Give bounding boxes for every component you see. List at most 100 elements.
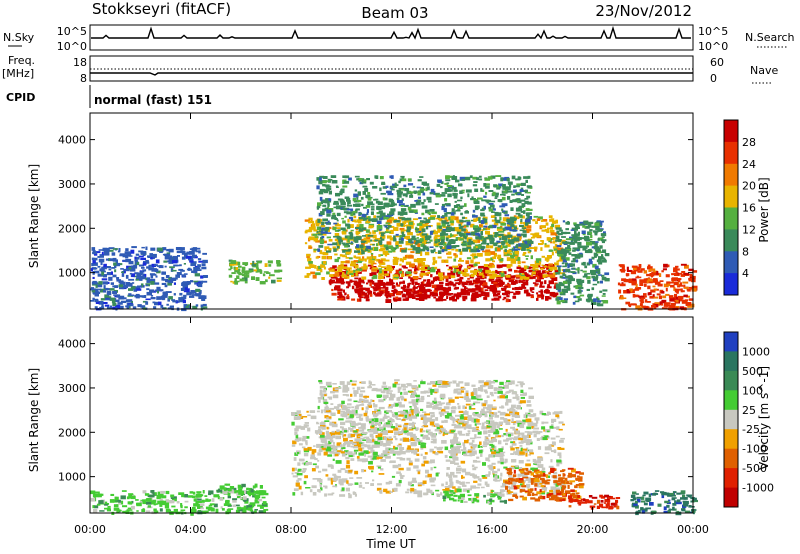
power-cell <box>493 222 499 226</box>
power-cell <box>493 282 498 285</box>
power-cell <box>402 221 407 225</box>
power-cell <box>138 277 143 280</box>
power-cell <box>551 277 558 281</box>
power-cell <box>572 249 576 252</box>
velocity-cell <box>551 490 557 495</box>
power-cell <box>591 246 595 249</box>
velocity-cell <box>442 489 446 491</box>
power-cell <box>304 242 308 245</box>
power-cell <box>536 270 541 273</box>
power-cell <box>482 221 487 223</box>
power-cell <box>316 205 321 209</box>
power-cell <box>347 245 350 248</box>
power-cell <box>466 246 472 249</box>
velocity-cell <box>332 473 337 476</box>
velocity-cell <box>391 420 395 423</box>
velocity-cell <box>386 440 392 444</box>
power-cell <box>430 188 435 193</box>
power-cell <box>502 228 506 232</box>
velocity-cell <box>424 452 428 455</box>
power-cell <box>401 265 407 268</box>
power-cell <box>385 228 389 233</box>
power-cell <box>488 208 494 212</box>
power-cell <box>335 277 339 280</box>
power-cell <box>105 258 109 261</box>
power-cell <box>353 269 357 273</box>
velocity-cell <box>404 398 407 402</box>
power-cell <box>191 270 196 273</box>
power-cell <box>538 216 543 220</box>
power-cell <box>510 242 514 245</box>
velocity-cell <box>297 468 302 472</box>
power-cell <box>498 278 501 283</box>
power-cell <box>487 267 490 271</box>
power-cell <box>449 296 455 301</box>
velocity-cell <box>475 460 481 463</box>
power-cell <box>346 286 350 289</box>
power-cell <box>337 198 343 201</box>
power-cell <box>162 279 167 281</box>
power-cell <box>592 283 598 286</box>
power-cell <box>688 268 694 272</box>
power-cell <box>408 240 411 243</box>
power-cell <box>506 190 513 193</box>
power-colorbar-tick: 8 <box>742 245 749 258</box>
power-cell <box>466 291 470 296</box>
velocity-cell <box>477 483 482 486</box>
velocity-cell <box>452 438 458 442</box>
power-cell <box>481 291 486 295</box>
power-cell <box>514 279 518 282</box>
power-cell <box>529 287 535 291</box>
power-cell <box>388 245 393 249</box>
velocity-cell <box>332 394 339 399</box>
power-cell <box>559 242 562 246</box>
velocity-cell <box>490 425 497 430</box>
velocity-cell <box>420 417 425 420</box>
velocity-cell <box>456 442 461 445</box>
power-cell <box>572 267 575 270</box>
power-cell <box>568 252 572 255</box>
velocity-cell <box>473 401 478 404</box>
power-cell <box>688 277 693 281</box>
power-cell <box>361 213 366 218</box>
power-cell <box>165 280 170 283</box>
power-cell <box>379 270 383 274</box>
velocity-cell <box>423 493 428 496</box>
power-cell <box>334 238 341 242</box>
power-cell <box>339 275 343 279</box>
power-cell <box>575 268 580 271</box>
power-cell <box>145 261 150 264</box>
power-cell <box>443 209 447 213</box>
power-cell <box>390 208 396 212</box>
power-cell <box>656 293 661 296</box>
power-cell <box>519 189 524 192</box>
velocity-cell <box>385 447 391 452</box>
power-cell <box>372 244 375 246</box>
power-cell <box>474 188 479 192</box>
velocity-cell <box>400 476 404 479</box>
power-cell <box>332 226 337 231</box>
power-cell <box>495 219 501 224</box>
velocity-cell <box>426 488 431 491</box>
velocity-cell <box>426 404 433 408</box>
power-cell <box>149 289 155 293</box>
power-cell <box>138 255 144 258</box>
power-cell <box>366 239 371 243</box>
velocity-cell <box>390 449 395 452</box>
power-cell <box>135 278 139 281</box>
power-cell <box>342 272 345 276</box>
power-cell <box>384 286 389 291</box>
velocity-cell <box>537 465 542 468</box>
power-cell <box>548 269 552 271</box>
power-cell <box>381 262 386 265</box>
power-cell <box>554 269 560 274</box>
power-cell <box>347 294 350 298</box>
power-cell <box>305 266 311 269</box>
power-cell <box>560 300 565 303</box>
power-cell <box>179 264 182 267</box>
velocity-cell <box>381 442 388 446</box>
velocity-cell <box>325 430 329 435</box>
power-cell <box>505 188 509 193</box>
power-cell <box>384 225 388 228</box>
power-cell <box>336 278 339 283</box>
